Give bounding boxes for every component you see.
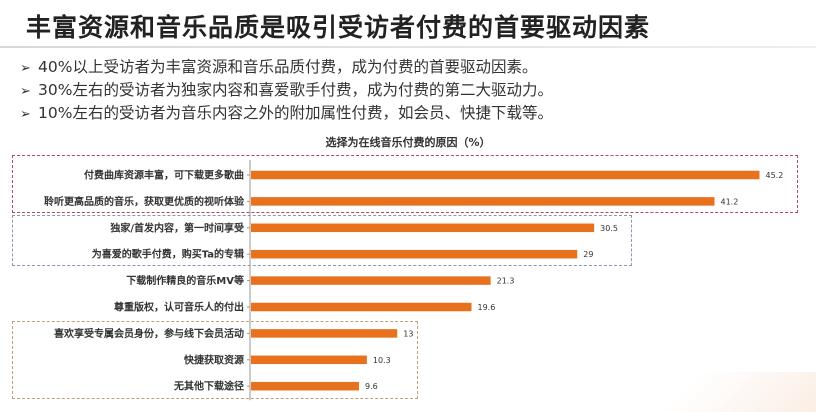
bar: [251, 381, 359, 391]
bar: [251, 329, 398, 338]
page-title: 丰富资源和音乐品质是吸引受访者付费的首要驱动因素: [26, 13, 651, 42]
group-box-extra-attributes: [12, 321, 418, 399]
value-label: 13: [403, 329, 413, 338]
value-label: 30.5: [600, 224, 618, 233]
value-label: 41.2: [721, 197, 739, 206]
bar: [251, 223, 595, 233]
arrow-bullet-icon: ➢: [20, 61, 31, 76]
bullet-text: 30%左右的受访者为独家内容和喜爱歌手付费，成为付费的第二大驱动力。: [38, 81, 553, 99]
value-label: 21.3: [497, 277, 515, 286]
bullet-item: ➢ 10%左右的受访者为音乐内容之外的附加属性付费，如会员、快捷下载等。: [20, 102, 553, 125]
value-label: 10.3: [373, 356, 391, 365]
category-label: 快捷获取资源: [183, 353, 244, 366]
bar: [251, 276, 491, 285]
value-label: 19.6: [478, 303, 496, 312]
bullet-text: 10%左右的受访者为音乐内容之外的附加属性付费，如会员、快捷下载等。: [38, 104, 553, 122]
bullet-item: ➢ 40%以上受访者为丰富资源和音乐品质付费，成为付费的首要驱动因素。: [20, 56, 553, 79]
bar: [251, 197, 715, 206]
bullet-text: 40%以上受访者为丰富资源和音乐品质付费，成为付费的首要驱动因素。: [38, 58, 538, 76]
bar: [251, 355, 367, 365]
category-label: 喜欢享受专属会员身份，参与线下会员活动: [54, 327, 244, 340]
bullet-item: ➢ 30%左右的受访者为独家内容和喜爱歌手付费，成为付费的第二大驱动力。: [20, 79, 553, 102]
arrow-bullet-icon: ➢: [20, 84, 31, 99]
arrow-bullet-icon: ➢: [20, 107, 31, 122]
value-label: 45.2: [766, 171, 784, 180]
category-label: 为喜爱的歌手付费，购买Ta的专辑: [92, 248, 244, 261]
corner-decoration: [636, 372, 816, 412]
category-label: 独家/首发内容，第一时间享受: [110, 221, 244, 234]
category-label: 下载制作精良的音乐MV等: [126, 274, 244, 287]
category-label: 无其他下载途径: [173, 380, 244, 393]
bar: [251, 170, 760, 180]
category-label: 尊重版权，认可音乐人的付出: [114, 301, 244, 314]
group-box-secondary-drivers: [12, 215, 632, 266]
value-label: 29: [583, 250, 593, 259]
chart-title: 选择为在线音乐付费的原因（%）: [325, 136, 491, 149]
category-label: 聆听更高品质的音乐，获取更优质的视听体验: [44, 195, 245, 208]
group-box-primary-drivers: [12, 155, 798, 213]
title-divider: [0, 46, 816, 48]
bar: [251, 249, 578, 259]
bullet-list: ➢ 40%以上受访者为丰富资源和音乐品质付费，成为付费的首要驱动因素。 ➢ 30%左…: [20, 56, 553, 125]
value-label: 9.6: [365, 382, 378, 391]
bar: [251, 302, 472, 312]
category-label: 付费曲库资源丰富，可下载更多歌曲: [84, 169, 244, 182]
